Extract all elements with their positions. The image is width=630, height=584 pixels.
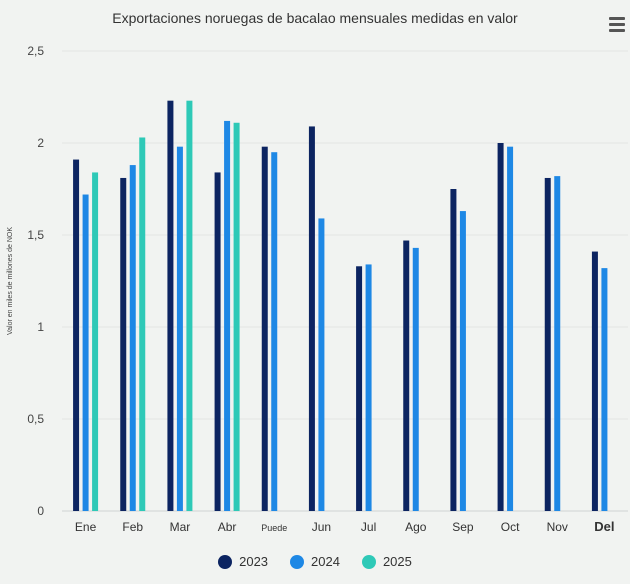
bar-2024-Oct[interactable] bbox=[507, 146, 514, 511]
x-tick-label: Jul bbox=[361, 520, 376, 534]
bar-2023-Del[interactable] bbox=[591, 251, 598, 511]
bar-2024-Puede[interactable] bbox=[271, 152, 278, 511]
bar-2024-Ene[interactable] bbox=[82, 194, 89, 511]
bar-2023-Oct[interactable] bbox=[497, 143, 504, 511]
bar-2023-Nov[interactable] bbox=[544, 177, 551, 511]
bar-2024-Sep[interactable] bbox=[459, 211, 466, 511]
bar-2025-Ene[interactable] bbox=[92, 172, 99, 511]
x-tick-label: Mar bbox=[170, 520, 191, 534]
x-tick-label: Puede bbox=[261, 523, 287, 533]
legend-label: 2023 bbox=[239, 554, 269, 569]
legend-label: 2025 bbox=[382, 554, 412, 569]
x-tick-label: Ene bbox=[75, 520, 97, 534]
x-tick-label: Abr bbox=[218, 520, 237, 534]
x-tick-label: Del bbox=[594, 519, 614, 534]
bar-2024-Feb[interactable] bbox=[129, 165, 136, 511]
bar-2023-Puede[interactable] bbox=[261, 146, 268, 511]
menu-icon-bar-middle bbox=[609, 23, 625, 26]
y-axis: 0 0,5 1 1,5 2 2,5 Valor en miles de millones d… bbox=[7, 44, 44, 518]
menu-icon-bar-bottom bbox=[609, 29, 625, 32]
grid-lines bbox=[62, 50, 628, 512]
y-tick-label: 0 bbox=[37, 504, 44, 518]
bar-2023-Sep[interactable] bbox=[450, 189, 457, 511]
legend-swatch bbox=[290, 554, 305, 569]
legend: 2023 2024 2025 bbox=[0, 554, 630, 569]
menu-icon-bar-top bbox=[609, 17, 625, 20]
bar-2023-Jul[interactable] bbox=[356, 266, 363, 511]
menu-button[interactable] bbox=[606, 14, 628, 36]
bar-2025-Mar[interactable] bbox=[186, 100, 193, 512]
bars bbox=[73, 100, 608, 512]
legend-item-2024[interactable]: 2024 bbox=[290, 554, 340, 569]
y-tick-label: 2 bbox=[37, 136, 44, 150]
bar-2023-Mar[interactable] bbox=[167, 100, 174, 512]
y-tick-label: 1 bbox=[37, 320, 44, 334]
bar-2024-Mar[interactable] bbox=[176, 146, 183, 511]
y-tick-label: 0,5 bbox=[27, 412, 44, 426]
bar-2023-Abr[interactable] bbox=[214, 172, 221, 511]
x-tick-label: Sep bbox=[452, 520, 474, 534]
bar-2024-Abr[interactable] bbox=[224, 120, 231, 512]
x-tick-label: Jun bbox=[312, 520, 331, 534]
x-tick-label: Oct bbox=[501, 520, 520, 534]
bar-2023-Ene[interactable] bbox=[73, 159, 80, 511]
legend-swatch bbox=[218, 554, 233, 569]
y-axis-title: Valor en miles de millones de NOK bbox=[7, 227, 14, 335]
bar-2024-Ago[interactable] bbox=[412, 247, 419, 511]
bar-2023-Ago[interactable] bbox=[403, 240, 410, 511]
bar-2024-Nov[interactable] bbox=[554, 176, 561, 511]
x-axis: Ene Feb Mar Abr Puede Jun Jul Ago Sep Oct Nov Del bbox=[75, 519, 615, 534]
x-tick-label: Nov bbox=[547, 520, 568, 534]
bar-2025-Abr[interactable] bbox=[233, 122, 240, 511]
y-tick-label: 2,5 bbox=[27, 44, 44, 58]
x-tick-label: Ago bbox=[405, 520, 427, 534]
legend-item-2023[interactable]: 2023 bbox=[218, 554, 268, 569]
bar-2023-Jun[interactable] bbox=[308, 126, 315, 511]
bar-2024-Del[interactable] bbox=[601, 268, 608, 511]
legend-label: 2024 bbox=[311, 554, 340, 569]
legend-swatch bbox=[361, 554, 376, 569]
bar-2024-Jun[interactable] bbox=[318, 218, 325, 511]
bar-2023-Feb[interactable] bbox=[120, 177, 127, 511]
y-tick-label: 1,5 bbox=[27, 228, 44, 242]
bar-2024-Jul[interactable] bbox=[365, 264, 372, 511]
legend-item-2025[interactable]: 2025 bbox=[361, 554, 412, 569]
x-tick-label: Feb bbox=[122, 520, 143, 534]
bar-2025-Feb[interactable] bbox=[139, 137, 146, 512]
chart-title: Exportaciones noruegas de bacalao mensua… bbox=[112, 10, 518, 26]
